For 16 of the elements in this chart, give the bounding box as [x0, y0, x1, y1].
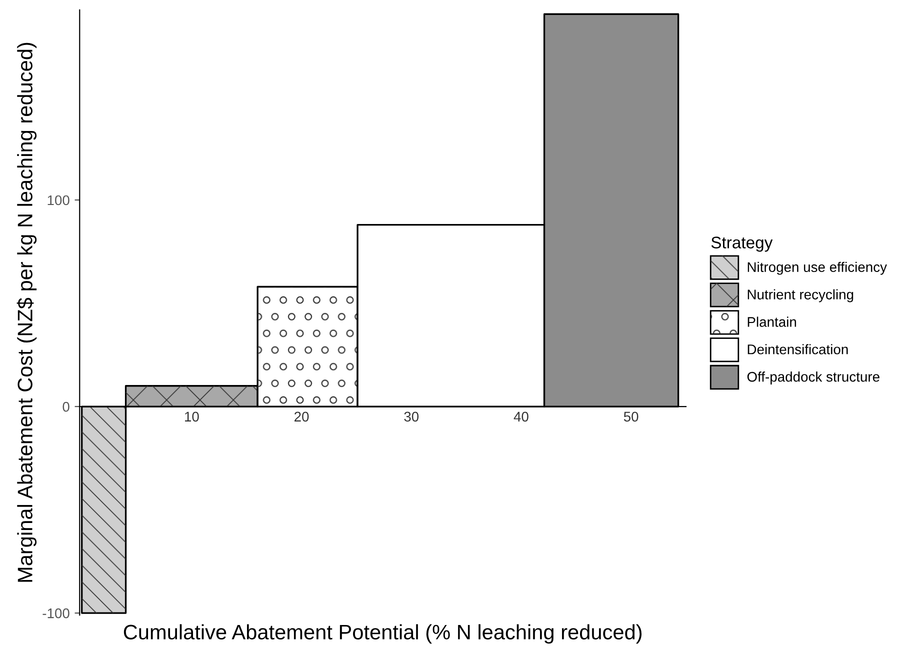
y-tick-label: -100: [42, 608, 70, 618]
legend-label: Nitrogen use efficiency: [748, 262, 887, 275]
legend-label: Off-paddock structure: [747, 372, 880, 384]
x-axis-title: Cumulative Abatement Potential (% N leaching reduced): [124, 624, 642, 644]
x-tick-label: 10: [185, 412, 199, 422]
legend-title: Strategy: [711, 236, 773, 252]
y-axis-title: Marginal Abatement Cost (NZ$ per kg N leaching reduced): [16, 42, 37, 582]
x-tick-label: 30: [404, 412, 419, 422]
y-tick-label: 100: [48, 195, 70, 206]
legend-label: Deintensification: [748, 344, 848, 354]
legend-label: Nutrient recycling: [748, 289, 854, 302]
x-tick-label: 50: [624, 412, 638, 422]
legend-label: Plantain: [748, 316, 796, 327]
x-tick-label: 20: [294, 412, 309, 422]
y-tick-label: 0: [62, 402, 70, 412]
x-tick-label: 40: [514, 412, 528, 422]
